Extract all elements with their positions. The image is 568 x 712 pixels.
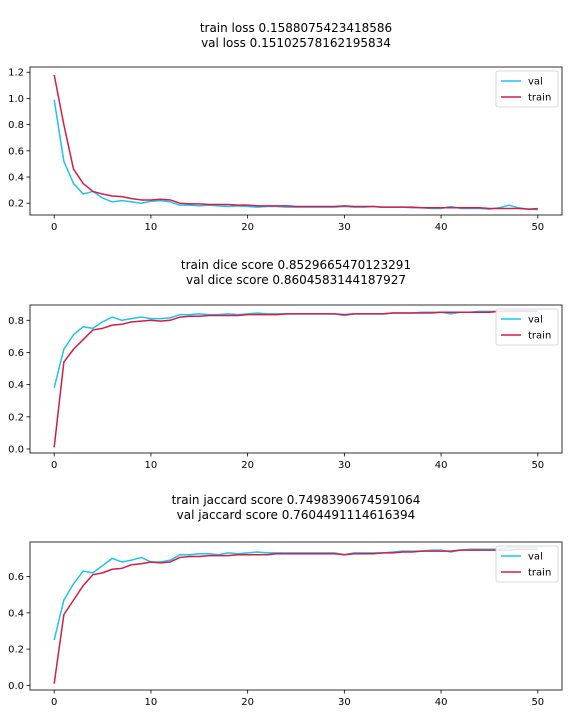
plot-frame xyxy=(30,305,562,453)
x-tick-label: 30 xyxy=(338,460,351,471)
y-tick-label: 0.0 xyxy=(8,444,24,455)
y-tick-label: 0.4 xyxy=(8,380,24,391)
series-line-train xyxy=(54,311,538,447)
chart-title-line: val loss 0.15102578162195834 xyxy=(201,36,391,50)
y-tick-label: 0.6 xyxy=(8,146,24,157)
chart-title-line: val jaccard score 0.7604491114616394 xyxy=(177,508,416,522)
legend-label-train: train xyxy=(528,331,551,342)
legend-label-val: val xyxy=(528,77,543,88)
series-line-val xyxy=(54,547,538,640)
x-tick-label: 0 xyxy=(51,222,57,233)
y-tick-label: 0.0 xyxy=(8,681,24,692)
legend-label-train: train xyxy=(528,93,551,104)
plot-frame xyxy=(30,542,562,690)
x-tick-label: 10 xyxy=(145,697,158,708)
y-tick-label: 0.2 xyxy=(8,645,24,656)
plot-frame xyxy=(30,67,562,215)
x-tick-label: 50 xyxy=(531,222,544,233)
x-tick-label: 0 xyxy=(51,460,57,471)
x-tick-label: 40 xyxy=(435,460,448,471)
chart-title-line: val dice score 0.8604583144187927 xyxy=(186,273,406,287)
x-tick-label: 50 xyxy=(531,697,544,708)
chart-title-line: train loss 0.1588075423418586 xyxy=(200,21,392,35)
y-tick-label: 1.2 xyxy=(8,68,24,79)
y-tick-label: 1.0 xyxy=(8,94,24,105)
series-line-val xyxy=(54,311,538,388)
x-tick-label: 0 xyxy=(51,697,57,708)
x-tick-label: 40 xyxy=(435,222,448,233)
y-tick-label: 0.2 xyxy=(8,199,24,210)
y-tick-label: 0.8 xyxy=(8,316,24,327)
legend-label-train: train xyxy=(528,568,551,579)
y-tick-label: 0.8 xyxy=(8,120,24,131)
x-tick-label: 30 xyxy=(338,222,351,233)
y-tick-label: 0.4 xyxy=(8,173,24,184)
x-tick-label: 10 xyxy=(145,460,158,471)
x-tick-label: 20 xyxy=(241,460,254,471)
x-tick-label: 10 xyxy=(145,222,158,233)
y-tick-label: 0.4 xyxy=(8,608,24,619)
series-line-train xyxy=(54,75,538,209)
legend-label-val: val xyxy=(528,552,543,563)
x-tick-label: 20 xyxy=(241,222,254,233)
y-tick-label: 0.2 xyxy=(8,412,24,423)
x-tick-label: 30 xyxy=(338,697,351,708)
legend-label-val: val xyxy=(528,315,543,326)
y-tick-label: 0.6 xyxy=(8,572,24,583)
x-tick-label: 20 xyxy=(241,697,254,708)
series-line-val xyxy=(54,100,538,210)
series-line-train xyxy=(54,549,538,683)
x-tick-label: 50 xyxy=(531,460,544,471)
chart-title-line: train jaccard score 0.7498390674591064 xyxy=(172,493,421,507)
x-tick-label: 40 xyxy=(435,697,448,708)
y-tick-label: 0.6 xyxy=(8,348,24,359)
chart-title-line: train dice score 0.8529665470123291 xyxy=(181,258,411,272)
